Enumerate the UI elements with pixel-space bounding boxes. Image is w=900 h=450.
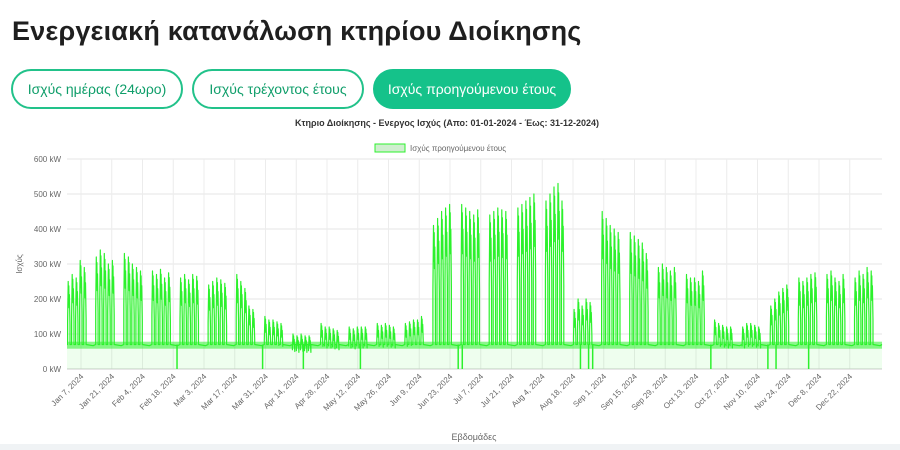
y-axis-label: Ισχύς bbox=[15, 254, 24, 274]
y-tick-label: 400 kW bbox=[34, 225, 62, 234]
y-tick-label: 0 kW bbox=[43, 365, 62, 374]
chart-title: Κτηριο Διοίκησης - Ενεργος Ισχύς (Απο: 0… bbox=[295, 118, 599, 128]
y-tick-label: 600 kW bbox=[34, 155, 62, 164]
chart-legend[interactable]: Ισχύς προηγούμενου έτους bbox=[374, 143, 506, 153]
period-tabs: Ισχύς ημέρας (24ωρο) Ισχύς τρέχοντος έτο… bbox=[11, 69, 571, 109]
legend-swatch bbox=[374, 143, 406, 153]
y-tick-label: 500 kW bbox=[34, 190, 62, 199]
y-axis-ticks: 0 kW 100 kW 200 kW 300 kW 400 kW 500 kW 600 kW bbox=[34, 155, 62, 374]
tab-daily-power[interactable]: Ισχύς ημέρας (24ωρο) bbox=[11, 69, 183, 109]
power-chart: Κτηριο Διοίκησης - Ενεργος Ισχύς (Απο: 0… bbox=[15, 118, 883, 442]
x-axis-label: Εβδομάδες bbox=[452, 432, 498, 442]
chart-series bbox=[67, 182, 883, 369]
series-baseline-band bbox=[67, 341, 882, 349]
page-footer-strip bbox=[0, 444, 900, 450]
tab-current-year-power[interactable]: Ισχύς τρέχοντος έτους bbox=[192, 69, 364, 109]
y-tick-label: 200 kW bbox=[34, 295, 62, 304]
y-tick-label: 100 kW bbox=[34, 330, 62, 339]
legend-label: Ισχύς προηγούμενου έτους bbox=[410, 144, 506, 153]
tab-previous-year-power[interactable]: Ισχύς προηγούμενου έτους bbox=[373, 69, 571, 109]
page-title: Ενεργειακή κατανάλωση κτηρίου Διοίκησης bbox=[12, 16, 582, 46]
y-tick-label: 300 kW bbox=[34, 260, 62, 269]
series-area bbox=[67, 183, 882, 369]
